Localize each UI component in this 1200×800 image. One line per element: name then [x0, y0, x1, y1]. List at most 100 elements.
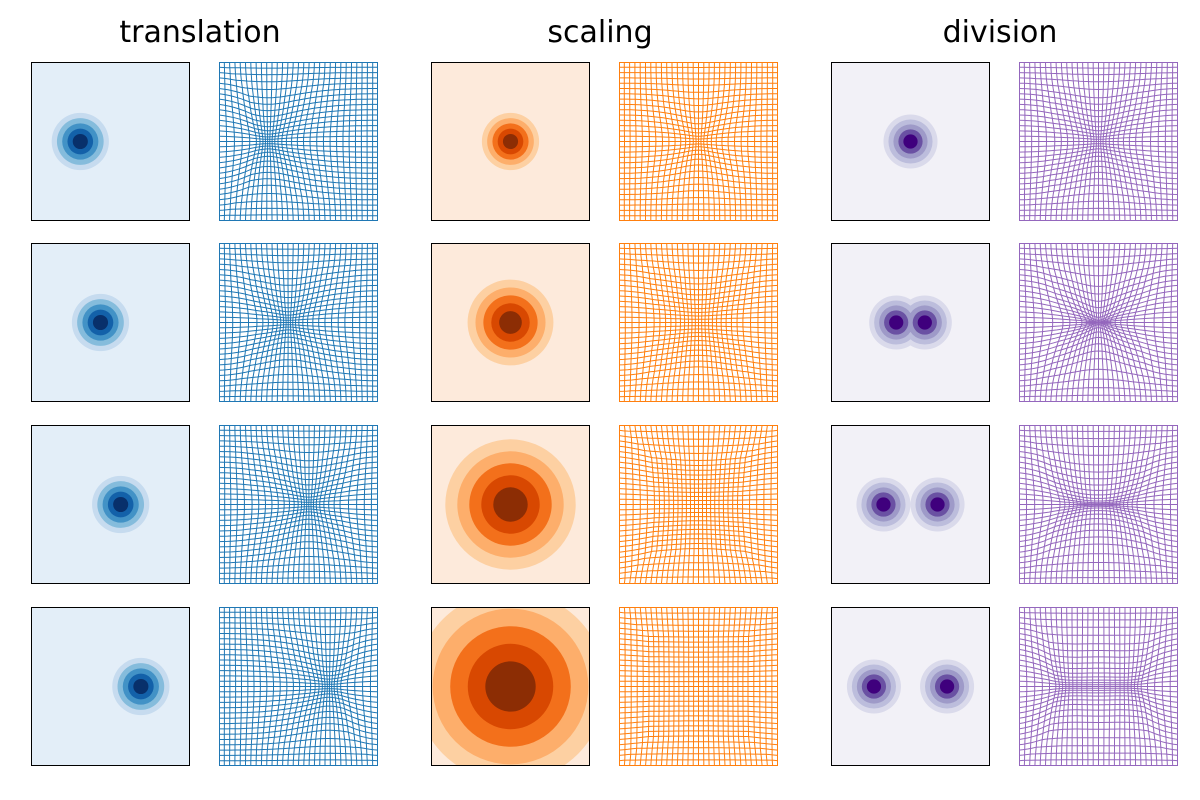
grid-line: [362, 607, 368, 766]
grid-line: [219, 263, 378, 271]
contour-panel: [431, 62, 590, 221]
grid-line: [1019, 207, 1178, 211]
grid-line: [1019, 184, 1178, 195]
grid-line: [1169, 425, 1174, 584]
grid-line: [219, 395, 378, 398]
grid-line: [219, 547, 378, 558]
grid-line: [619, 735, 778, 740]
grid-panel: [619, 243, 778, 402]
grid-line: [219, 143, 378, 148]
grid-line: [219, 688, 378, 693]
grid-line: [219, 759, 378, 762]
contour-panel: [831, 62, 990, 221]
grid-line: [219, 135, 378, 140]
grid-line: [1171, 62, 1174, 221]
grid-line: [219, 498, 378, 503]
grid-line: [219, 445, 378, 453]
panel-frame: [431, 243, 590, 402]
grid-line: [219, 374, 378, 382]
grid-line: [619, 395, 778, 398]
grid-line: [360, 62, 363, 221]
panel-frame: [31, 607, 190, 766]
grid-line: [1019, 569, 1178, 574]
grid-line: [756, 425, 763, 584]
grid-line: [619, 381, 778, 387]
grid-line: [619, 747, 778, 751]
panel-frame: [831, 243, 990, 402]
contour-panel: [431, 607, 590, 766]
grid-line: [219, 506, 378, 511]
grid-line: [619, 366, 778, 376]
grid-line: [619, 190, 778, 195]
panel-frame: [831, 62, 990, 221]
grid-line: [619, 388, 778, 392]
panel-frame: [1019, 607, 1178, 766]
grid-line: [749, 243, 758, 402]
grid-line: [1019, 577, 1178, 580]
grid-line: [754, 62, 758, 221]
contour-panel: [31, 607, 190, 766]
contour-level: [485, 661, 536, 712]
contour-panel: [431, 243, 590, 402]
grid-line: [219, 326, 378, 334]
grid-line: [219, 577, 378, 580]
grid-line: [354, 607, 363, 766]
grid-line: [219, 563, 378, 569]
grid-line: [365, 243, 368, 402]
panel-frame: [619, 62, 778, 221]
grid-line: [354, 62, 358, 221]
grid-line: [352, 243, 358, 402]
grid-line: [619, 562, 778, 569]
grid-line: [1154, 607, 1163, 766]
grid-line: [619, 373, 778, 382]
panel-frame: [619, 243, 778, 402]
grid-line: [219, 738, 378, 746]
contour-level: [502, 133, 519, 150]
grid-line: [1019, 192, 1178, 201]
panel-frame: [619, 607, 778, 766]
grid-line: [763, 425, 768, 584]
grid-line: [1019, 368, 1178, 382]
grid-panel: [219, 243, 378, 402]
grid-line: [1169, 607, 1174, 766]
grid-line: [1153, 243, 1163, 402]
grid-line: [219, 365, 378, 376]
grid-line: [370, 425, 374, 584]
grid-line: [219, 214, 378, 217]
grid-line: [765, 607, 768, 766]
grid-line: [363, 425, 368, 584]
contour-level: [930, 497, 945, 512]
grid-line: [219, 77, 378, 83]
grid-line: [1170, 243, 1174, 402]
contour-level: [133, 678, 149, 695]
panel-frame: [219, 425, 378, 584]
grid-line: [757, 243, 763, 402]
grid-line: [219, 200, 378, 206]
grid-line: [770, 425, 774, 584]
grid-line: [1019, 358, 1178, 376]
grid-line: [1162, 243, 1168, 402]
contour-level: [866, 679, 882, 694]
panel-frame: [1019, 243, 1178, 402]
grid-line: [359, 243, 363, 402]
panel-frame: [219, 62, 378, 221]
grid-line: [219, 752, 378, 756]
grid-line: [1019, 562, 1178, 569]
contour-level: [917, 315, 932, 330]
grid-line: [764, 243, 768, 402]
grid-line: [219, 745, 378, 751]
grid-line: [369, 607, 374, 766]
grid-line: [619, 569, 778, 574]
grid-line: [1161, 607, 1168, 766]
grid-line: [219, 72, 378, 76]
grid-line: [219, 193, 378, 201]
grid-line: [619, 197, 778, 201]
grid-line: [1161, 425, 1168, 584]
grid-line: [219, 207, 378, 211]
contour-panel: [31, 425, 190, 584]
contour-level: [72, 133, 88, 150]
grid-line: [348, 425, 358, 584]
contour-level: [92, 314, 109, 331]
grid-line: [1153, 425, 1163, 584]
grid-line: [1019, 378, 1178, 387]
